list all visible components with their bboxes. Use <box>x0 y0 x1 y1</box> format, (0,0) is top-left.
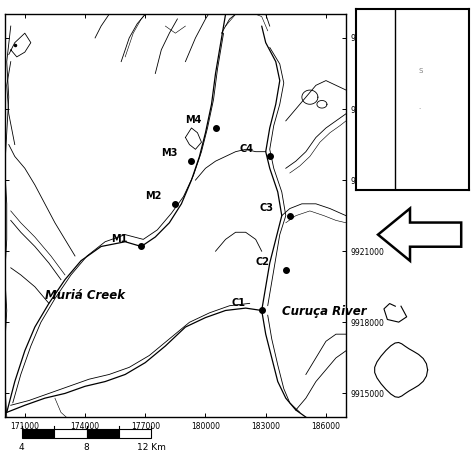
Text: M2: M2 <box>145 191 162 201</box>
Text: Muriá Creek: Muriá Creek <box>45 289 125 301</box>
Text: C2: C2 <box>255 257 270 267</box>
Text: C3: C3 <box>260 203 273 213</box>
FancyArrow shape <box>378 209 461 261</box>
Text: 4: 4 <box>19 443 25 452</box>
Text: S: S <box>418 67 422 73</box>
Text: M3: M3 <box>161 148 178 158</box>
Text: 12 Km: 12 Km <box>137 443 166 452</box>
Text: M4: M4 <box>185 115 202 125</box>
Bar <box>87 429 119 438</box>
Text: Curuça River: Curuça River <box>282 305 366 318</box>
Text: C1: C1 <box>232 298 246 308</box>
Text: M1: M1 <box>111 234 128 244</box>
Text: C4: C4 <box>240 144 254 154</box>
Bar <box>119 429 152 438</box>
Text: 8: 8 <box>84 443 90 452</box>
Text: .: . <box>418 103 420 109</box>
Bar <box>54 429 87 438</box>
Bar <box>22 429 54 438</box>
